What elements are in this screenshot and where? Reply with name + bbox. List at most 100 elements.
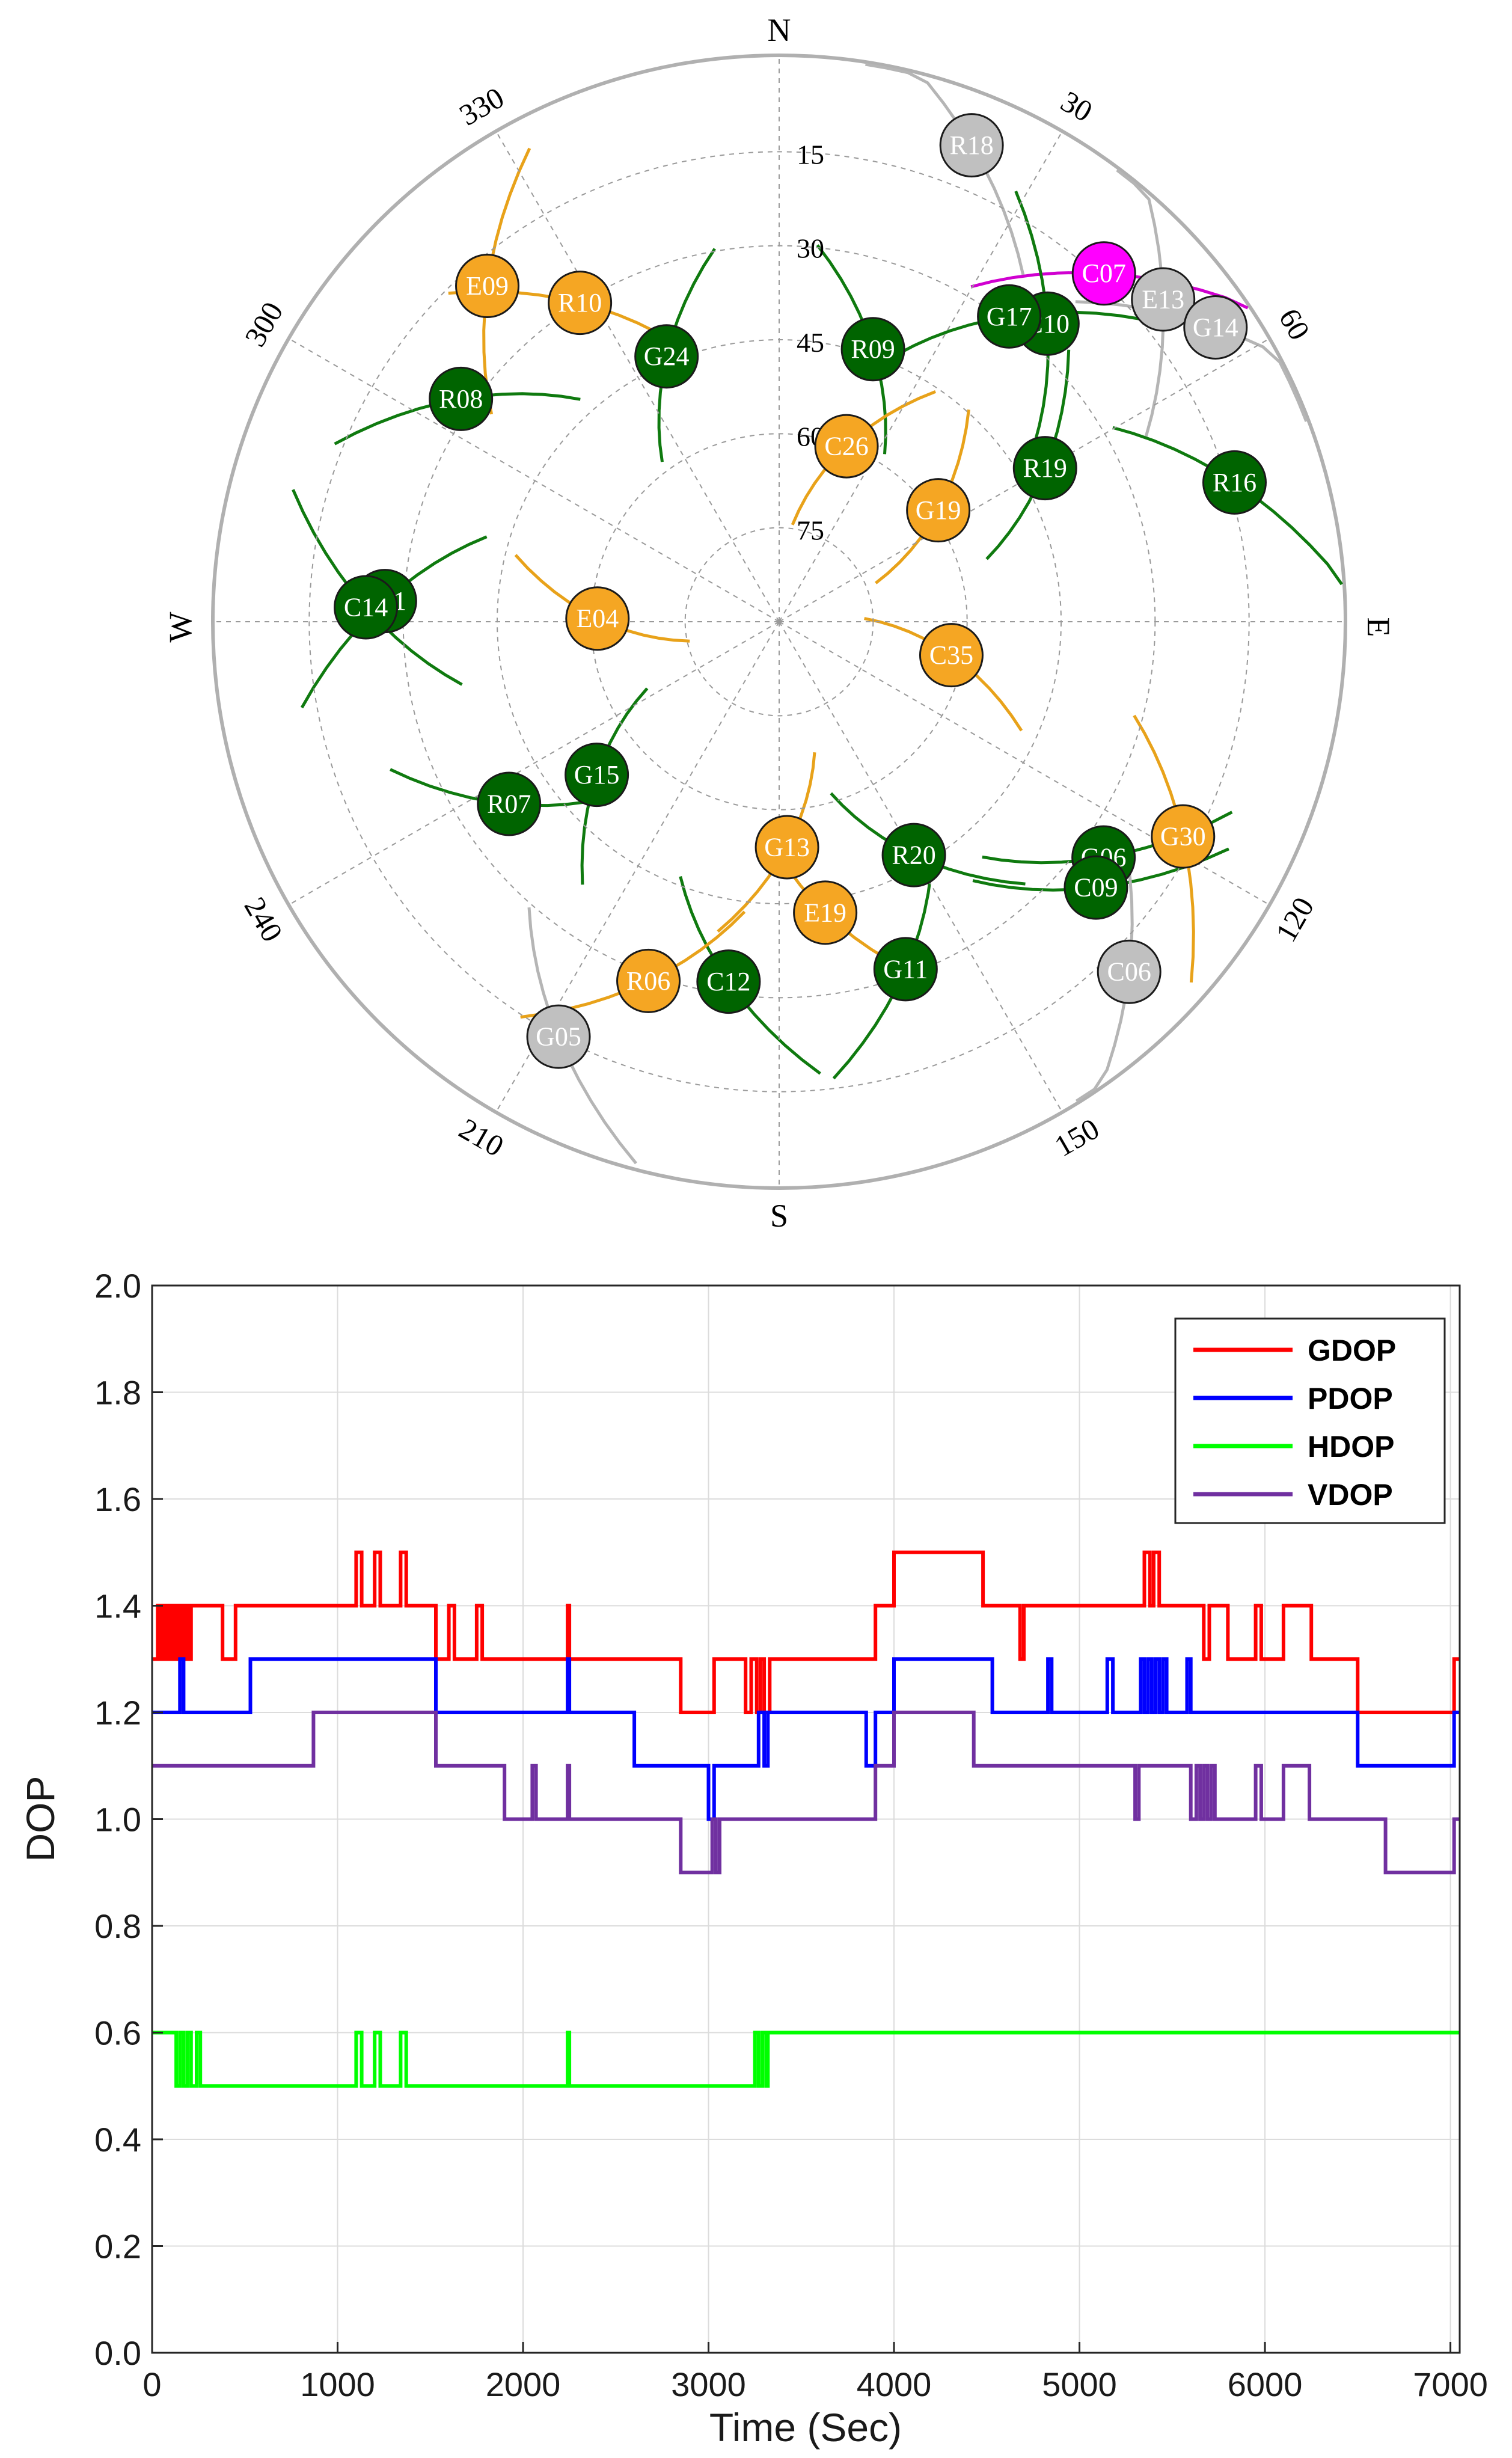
satellite-label: G11 bbox=[883, 954, 928, 984]
x-tick-label: 5000 bbox=[1042, 2365, 1117, 2403]
azimuth-label: 30 bbox=[1055, 84, 1098, 128]
elevation-ring bbox=[308, 151, 1250, 1093]
satellite-label: G14 bbox=[1193, 313, 1238, 342]
satellite-marker bbox=[548, 271, 613, 336]
dop-tick-labels: 0 1000 2000 3000 4000 5000 6000 7000 0.0 0.2 0.4 0.… bbox=[94, 1267, 1488, 2403]
azimuth-label: 330 bbox=[454, 81, 510, 132]
dop-series bbox=[152, 1550, 1460, 2088]
azimuth-spoke bbox=[497, 621, 780, 1111]
satellite-e13: E13 bbox=[1131, 267, 1196, 332]
satellite-label: G19 bbox=[916, 495, 961, 525]
elevation-label: 45 bbox=[797, 327, 824, 358]
satellite-marker bbox=[1202, 450, 1267, 515]
x-tick-label: 7000 bbox=[1413, 2365, 1488, 2403]
legend-box bbox=[1174, 1317, 1446, 1524]
satellite-marker bbox=[1012, 436, 1077, 501]
y-tick-label: 1.2 bbox=[94, 1694, 141, 1732]
satellite-c09: C09 bbox=[1064, 855, 1128, 920]
y-tick-label: 1.8 bbox=[94, 1374, 141, 1412]
satellite-marker bbox=[1131, 267, 1196, 332]
legend-item-gdop: GDOP bbox=[1193, 1334, 1396, 1367]
azimuth-spoke bbox=[290, 339, 780, 622]
x-tick-label: 1000 bbox=[300, 2365, 375, 2403]
satellite-r07: R07 bbox=[477, 771, 542, 836]
satellite-c35: C35 bbox=[919, 623, 984, 688]
azimuth-spoke bbox=[290, 621, 780, 904]
azimuth-label: 300 bbox=[238, 296, 290, 352]
satellite-r06: R06 bbox=[616, 948, 681, 1013]
y-tick-label: 1.6 bbox=[94, 1480, 141, 1518]
x-tick-label: 0 bbox=[142, 2365, 161, 2403]
satellite-g15: G15 bbox=[565, 743, 629, 808]
azimuth-label: 60 bbox=[1273, 302, 1317, 345]
satellite-marker bbox=[977, 284, 1042, 349]
satellite-marker bbox=[939, 113, 1004, 178]
satellite-marker bbox=[906, 478, 971, 543]
satellite-e09: E09 bbox=[455, 254, 520, 319]
satellite-marker bbox=[881, 823, 946, 887]
satellite-marker bbox=[526, 1004, 591, 1069]
x-tick-label: 6000 bbox=[1228, 2365, 1303, 2403]
x-tick-label: 2000 bbox=[486, 2365, 561, 2403]
satellite-c07: C07 bbox=[1071, 241, 1136, 306]
elevation-label: 30 bbox=[797, 233, 824, 264]
cardinal-south: S bbox=[770, 1198, 788, 1233]
legend-label: HDOP bbox=[1308, 1430, 1394, 1463]
satellite-label: G13 bbox=[764, 832, 810, 862]
elevation-ring bbox=[684, 527, 874, 717]
satellite-g05: G05 bbox=[526, 1004, 591, 1069]
legend-label: PDOP bbox=[1308, 1382, 1393, 1415]
series-gdop bbox=[152, 1550, 1460, 1714]
y-tick-label: 0.4 bbox=[94, 2121, 141, 2159]
satellite-r16: R16 bbox=[1202, 450, 1267, 515]
satellite-r10: R10 bbox=[548, 271, 613, 336]
satellite-g11: G11 bbox=[873, 937, 938, 1002]
satellite-label: R20 bbox=[892, 841, 935, 870]
legend-label: GDOP bbox=[1308, 1334, 1396, 1367]
y-tick-label: 1.4 bbox=[94, 1587, 141, 1625]
elevation-label: 15 bbox=[797, 139, 824, 170]
satellite-label: R19 bbox=[1023, 453, 1067, 483]
satellite-e04: E04 bbox=[565, 586, 630, 651]
satellite-label: C06 bbox=[1107, 957, 1151, 987]
y-tick-label: 0.6 bbox=[94, 2014, 141, 2052]
legend-item-pdop: PDOP bbox=[1193, 1382, 1393, 1415]
x-tick-label: 4000 bbox=[857, 2365, 932, 2403]
satellite-marker bbox=[334, 575, 399, 640]
satellite-label: G17 bbox=[987, 302, 1032, 331]
satellite-marker bbox=[754, 815, 819, 880]
legend-item-vdop: VDOP bbox=[1193, 1478, 1393, 1512]
satellite-marker bbox=[696, 949, 761, 1014]
satellite-marker bbox=[565, 586, 630, 651]
satellite-g13: G13 bbox=[754, 815, 819, 880]
satellite-label: G15 bbox=[574, 760, 620, 789]
satellite-marker bbox=[1064, 855, 1128, 920]
satellite-c12: C12 bbox=[696, 949, 761, 1014]
y-tick-label: 2.0 bbox=[94, 1267, 141, 1305]
satellite-r19: R19 bbox=[1012, 436, 1077, 501]
cardinal-east: E bbox=[1360, 618, 1397, 637]
satellite-g30: G30 bbox=[1151, 804, 1216, 869]
satellite-g17: G17 bbox=[977, 284, 1042, 349]
legend-item-hdop: HDOP bbox=[1193, 1430, 1394, 1463]
satellite-marker bbox=[1097, 939, 1162, 1004]
satellite-label: R18 bbox=[949, 130, 993, 160]
satellite-marker bbox=[814, 414, 879, 479]
satellite-r20: R20 bbox=[881, 823, 946, 887]
satellite-marker bbox=[477, 771, 542, 836]
azimuth-spoke bbox=[497, 133, 780, 622]
satellite-marker bbox=[616, 948, 681, 1013]
satellite-label: E09 bbox=[466, 271, 509, 301]
elevation-label: 75 bbox=[797, 515, 824, 546]
satellite-marker bbox=[1071, 241, 1136, 306]
y-axis-label: DOP bbox=[18, 1776, 63, 1862]
satellites: R18C07E13G14C10G17R09C26R19R16G19C35G06G… bbox=[334, 113, 1267, 1069]
satellite-marker bbox=[455, 254, 520, 319]
satellite-label: R06 bbox=[626, 966, 670, 996]
satellite-r09: R09 bbox=[840, 317, 905, 382]
satellite-g14: G14 bbox=[1183, 295, 1248, 360]
satellite-marker bbox=[634, 324, 699, 389]
azimuth-label: 240 bbox=[238, 892, 290, 948]
satellite-label: R10 bbox=[558, 288, 602, 317]
satellite-label: G24 bbox=[644, 342, 690, 371]
